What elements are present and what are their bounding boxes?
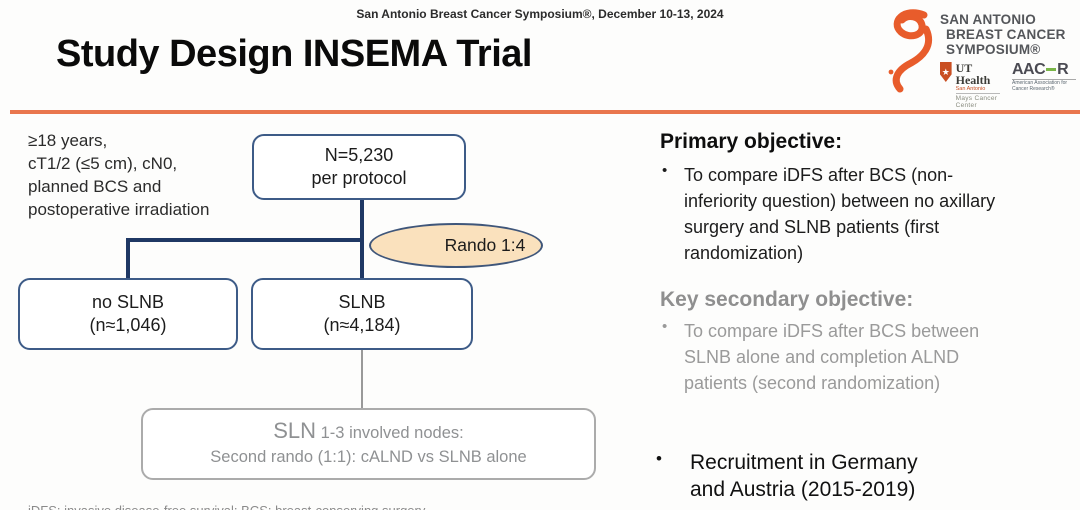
node-slnb: SLNB (n≈4,184) <box>251 278 473 350</box>
connector-horizontal <box>126 238 364 242</box>
second-rando-line2: Second rando (1:1): cALND vs SLNB alone <box>210 448 527 466</box>
randomization-ellipse: Rando 1:4 <box>369 223 543 268</box>
recruitment-bullet: • Recruitment in Germany and Austria (20… <box>656 449 1060 503</box>
second-rando-line1: SLN 1-3 involved nodes: <box>273 419 463 445</box>
partner-logos: ★ UT Health San Antonio Mays Cancer Cent… <box>940 62 1076 109</box>
ribbon-icon <box>888 9 933 93</box>
node-no-slnb: no SLNB (n≈1,046) <box>18 278 238 350</box>
secondary-objective-text: To compare iDFS after BCS between SLNB a… <box>684 321 980 393</box>
sln-label-rest: 1-3 involved nodes: <box>316 424 464 442</box>
connector-gray-vertical <box>361 350 363 409</box>
ut-health-logo: ★ UT Health San Antonio Mays Cancer Cent… <box>940 62 1000 109</box>
aacr-logo: AAC R American Association for Cancer Re… <box>1012 62 1076 92</box>
primary-objective-text: To compare iDFS after BCS (non- inferior… <box>684 165 996 263</box>
star-icon: ★ <box>941 66 950 77</box>
secondary-objective-heading: Key secondary objective: <box>660 288 914 311</box>
bullet-icon: • <box>656 449 662 468</box>
conference-header-note: San Antonio Breast Cancer Symposium®, De… <box>356 7 724 21</box>
recruitment-text: Recruitment in Germany and Austria (2015… <box>690 451 918 501</box>
aacr-letter-r: R <box>1057 61 1069 78</box>
abbreviation-footnote: iDFS: invasive disease-free survival; BC… <box>28 503 425 510</box>
ut-shield-icon: ★ <box>940 62 952 82</box>
aacr-letters-left: AAC <box>1012 61 1046 78</box>
primary-objective-bullet: • To compare iDFS after BCS (non- inferi… <box>662 162 1066 266</box>
ut-health-city: San Antonio <box>955 86 1000 94</box>
ut-health-name: UT Health <box>955 61 991 87</box>
primary-objective-heading: Primary objective: <box>660 130 843 153</box>
node-per-protocol: N=5,230 per protocol <box>252 134 466 200</box>
logo-line3: SYMPOSIUM® <box>946 42 1041 57</box>
aacr-acronym: AAC R <box>1012 61 1076 78</box>
aacr-full-name: American Association for Cancer Research… <box>1012 79 1076 92</box>
sabcs-logo: SAN ANTONIO BREAST CANCER SYMPOSIUM® ★ U… <box>884 4 1076 109</box>
sabcs-logo-wordmark: SAN ANTONIO BREAST CANCER SYMPOSIUM® <box>940 12 1066 57</box>
logo-line2: BREAST CANCER <box>946 27 1066 42</box>
logo-line1: SAN ANTONIO <box>940 12 1036 27</box>
bullet-icon: • <box>662 318 668 335</box>
connector-vertical-left <box>126 238 130 278</box>
aacr-dash-icon <box>1046 68 1057 71</box>
orange-divider-rule <box>10 110 1080 114</box>
node-second-randomization: SLN 1-3 involved nodes: Second rando (1:… <box>141 408 596 480</box>
ut-health-text: UT Health San Antonio Mays Cancer Center <box>955 61 1000 109</box>
bullet-icon: • <box>662 162 668 179</box>
eligibility-criteria-text: ≥18 years, cT1/2 (≤5 cm), cN0, planned B… <box>28 131 210 219</box>
secondary-objective-bullet: • To compare iDFS after BCS between SLNB… <box>662 318 1066 396</box>
page-title: Study Design INSEMA Trial <box>56 33 532 75</box>
ut-health-center: Mays Cancer Center <box>955 95 998 109</box>
sln-label: SLN <box>273 418 317 443</box>
